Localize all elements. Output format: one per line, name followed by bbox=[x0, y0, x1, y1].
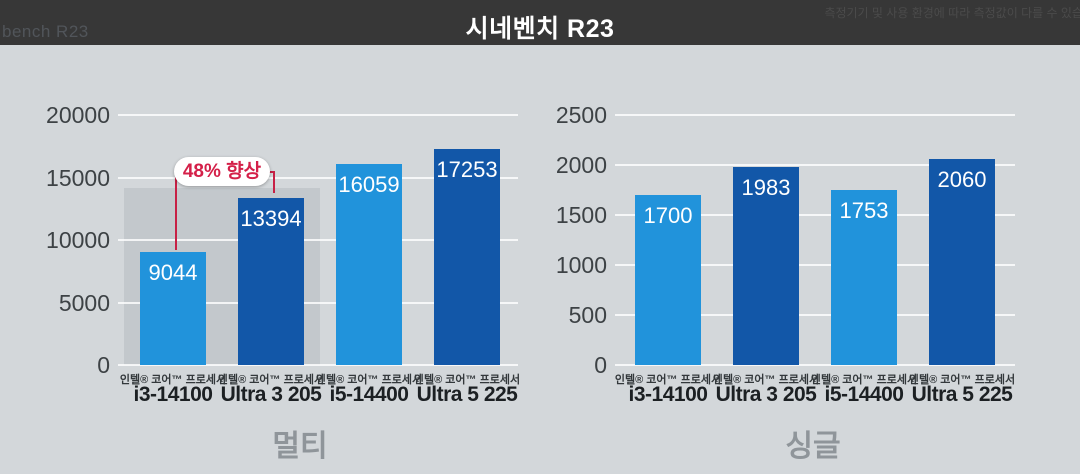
bar-brand-label: 인텔® 코어™ 프로세서 bbox=[217, 374, 325, 386]
bar bbox=[635, 195, 701, 365]
bar-brand-label: 인텔® 코어™ 프로세서 bbox=[315, 374, 423, 386]
gridline bbox=[615, 164, 1015, 166]
gridline bbox=[615, 264, 1015, 266]
watermark-text: bench R23 bbox=[2, 22, 89, 41]
y-tick-label: 2500 bbox=[555, 102, 607, 128]
disclaimer-text: 측정기기 및 사용 환경에 따라 측정값이 다를 수 있습니 bbox=[824, 6, 1080, 20]
bar-value-label: 1753 bbox=[839, 197, 889, 223]
callout-connector-left bbox=[175, 171, 177, 250]
bar bbox=[831, 189, 897, 365]
bar-model-label: Ultra 3 205 bbox=[715, 383, 817, 406]
improvement-callout: 48% 향상 bbox=[174, 157, 270, 186]
gridline bbox=[615, 364, 1015, 366]
y-tick-label: 20000 bbox=[46, 102, 110, 128]
y-tick-label: 500 bbox=[568, 302, 607, 328]
page-title: 시네벤치 R23 bbox=[465, 15, 615, 43]
gridline bbox=[615, 214, 1015, 216]
gridline bbox=[118, 364, 518, 366]
header-bar: bench R23 시네벤치 R23 측정기기 및 사용 환경에 따라 측정값이… bbox=[0, 0, 1080, 45]
y-tick-label: 2000 bbox=[555, 152, 607, 178]
bar-model-label: i3-14100 bbox=[133, 383, 213, 406]
bar bbox=[434, 149, 500, 365]
y-tick-label: 5000 bbox=[58, 289, 110, 316]
bar-value-label: 1983 bbox=[741, 174, 791, 200]
bar-model-label: i3-14100 bbox=[628, 383, 708, 406]
bar-value-label: 9044 bbox=[148, 259, 198, 285]
gridline bbox=[615, 314, 1015, 316]
bar bbox=[238, 197, 304, 365]
callout-connector-right bbox=[273, 171, 275, 193]
y-tick-label: 0 bbox=[594, 352, 607, 378]
bar-value-label: 17253 bbox=[436, 157, 498, 183]
chart-caption: 싱글 bbox=[785, 430, 841, 463]
bar-brand-label: 인텔® 코어™ 프로세서 bbox=[119, 374, 227, 386]
bar bbox=[140, 251, 206, 365]
bar-value-label: 16059 bbox=[338, 172, 400, 198]
bar-brand-label: 인텔® 코어™ 프로세서 bbox=[908, 374, 1016, 386]
gridline bbox=[118, 301, 518, 304]
bar-model-label: i5-14400 bbox=[329, 383, 409, 406]
y-tick-label: 10000 bbox=[46, 227, 110, 253]
chart-caption: 멀티 bbox=[272, 430, 328, 463]
bar-value-label: 2060 bbox=[937, 167, 987, 192]
gridline bbox=[118, 114, 518, 116]
bar-value-label: 13394 bbox=[240, 205, 302, 231]
gridline bbox=[118, 176, 518, 179]
bar-model-label: i5-14400 bbox=[824, 383, 904, 406]
bar bbox=[336, 164, 402, 365]
bar-brand-label: 인텔® 코어™ 프로세서 bbox=[413, 374, 521, 386]
bar bbox=[733, 166, 799, 365]
bar-value-label: 1700 bbox=[643, 203, 693, 228]
bar-brand-label: 인텔® 코어™ 프로세서 bbox=[712, 374, 820, 386]
gridline bbox=[118, 239, 518, 241]
y-tick-label: 15000 bbox=[46, 164, 110, 191]
bar-brand-label: 인텔® 코어™ 프로세서 bbox=[614, 374, 722, 386]
gridline bbox=[615, 114, 1015, 116]
bar-model-label: Ultra 3 205 bbox=[220, 383, 322, 406]
bar-brand-label: 인텔® 코어™ 프로세서 bbox=[810, 374, 918, 386]
y-tick-label: 1500 bbox=[555, 202, 607, 228]
y-tick-label: 1000 bbox=[555, 252, 607, 278]
bar bbox=[929, 159, 995, 365]
bar-model-label: Ultra 5 225 bbox=[416, 383, 518, 406]
y-tick-label: 0 bbox=[97, 352, 110, 378]
bar-model-label: Ultra 5 225 bbox=[911, 383, 1013, 406]
